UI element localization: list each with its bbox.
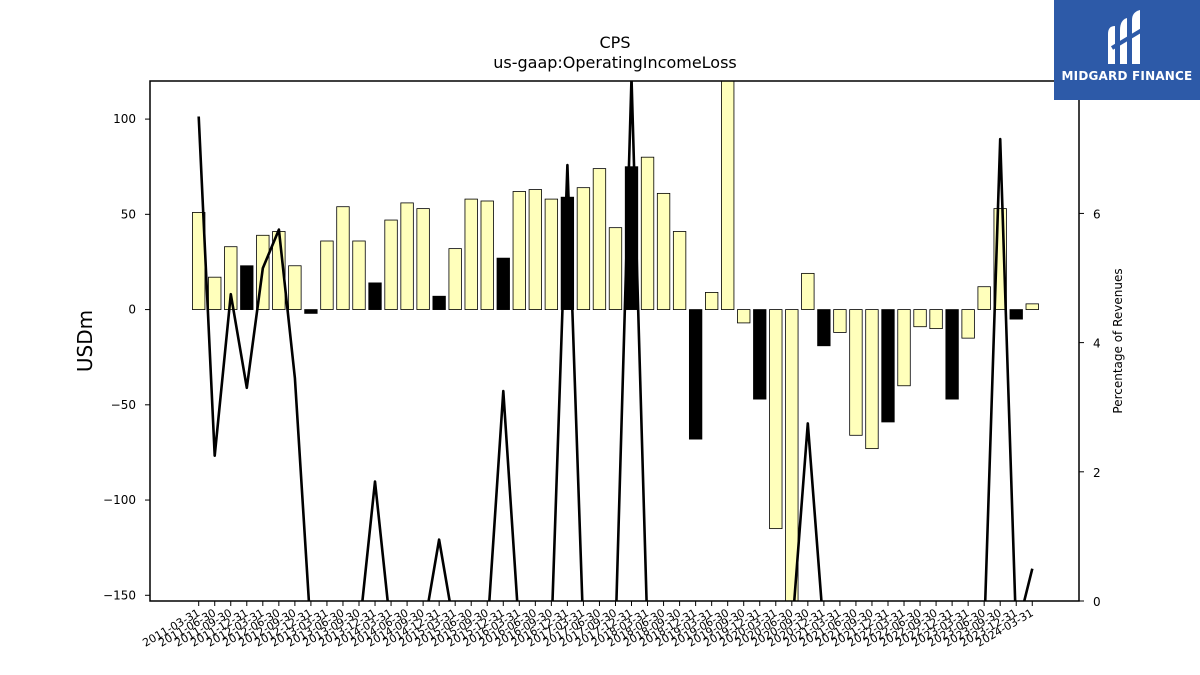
y2-axis: 86420: [1079, 78, 1101, 609]
bar: [496, 257, 510, 310]
bar-group: [192, 81, 1039, 601]
bar: [1009, 309, 1023, 320]
bar: [432, 295, 446, 310]
bar: [240, 265, 254, 310]
bar: [368, 282, 382, 310]
bar: [929, 309, 943, 330]
bar: [817, 309, 831, 347]
bar: [384, 219, 398, 310]
bar: [737, 309, 751, 324]
bar: [608, 227, 623, 310]
chart-title: CPS: [600, 33, 631, 52]
bar: [688, 309, 703, 440]
bar: [672, 231, 687, 310]
midgard-finance-logo: MIDGARD FINANCE: [1054, 0, 1200, 100]
bar: [865, 309, 879, 450]
logo-mark-icon: [1108, 10, 1144, 64]
y-tick-label: 0: [128, 303, 136, 317]
y2-tick-label: 2: [1093, 466, 1101, 480]
bar: [544, 198, 559, 310]
x-axis: 2011-03-312011-06-302011-09-302011-12-31…: [140, 601, 1036, 650]
y2-tick-label: 6: [1093, 207, 1101, 221]
bar: [336, 206, 350, 310]
chart-subtitle: us-gaap:OperatingIncomeLoss: [493, 53, 737, 72]
bar: [512, 191, 526, 310]
bar: [769, 309, 783, 530]
bar: [721, 81, 735, 310]
y-tick-label: 50: [121, 207, 136, 221]
bar: [640, 156, 655, 310]
bar: [448, 248, 462, 310]
y-tick-label: 100: [113, 112, 136, 126]
bar: [801, 272, 815, 310]
y2-tick-label: 0: [1093, 595, 1101, 609]
bar: [753, 309, 767, 400]
logo-text: MIDGARD FINANCE: [1061, 69, 1193, 83]
bar: [320, 240, 334, 310]
bar: [288, 265, 302, 310]
y-axis-label: USDm: [73, 310, 97, 372]
bar: [592, 168, 607, 310]
y-tick-label: −50: [111, 398, 136, 412]
bar: [352, 240, 366, 310]
plot-frame: [149, 80, 1080, 602]
bar: [785, 309, 799, 601]
y-axis: 100 50 0 −50 −100 −150: [103, 112, 150, 602]
bar: [833, 309, 847, 333]
bar: [656, 192, 671, 310]
bar: [208, 276, 222, 310]
bar: [945, 309, 959, 400]
y2-axis-label: Percentage of Revenues: [1111, 268, 1125, 413]
bar: [576, 187, 591, 310]
bar: [881, 309, 895, 423]
bar: [961, 309, 975, 339]
bar: [400, 202, 414, 310]
bar: [897, 309, 911, 387]
bar: [977, 286, 991, 310]
y-tick-label: −150: [103, 588, 136, 602]
bar: [913, 309, 927, 328]
bar: [1025, 303, 1039, 310]
bar: [705, 292, 719, 310]
bar: [480, 200, 494, 310]
y-tick-label: −100: [103, 493, 136, 507]
bar: [304, 309, 318, 314]
bar: [528, 189, 542, 310]
y2-tick-label: 4: [1093, 337, 1101, 351]
bar: [416, 208, 430, 310]
bar: [849, 309, 863, 436]
bar: [464, 198, 478, 310]
bar: [224, 246, 238, 310]
